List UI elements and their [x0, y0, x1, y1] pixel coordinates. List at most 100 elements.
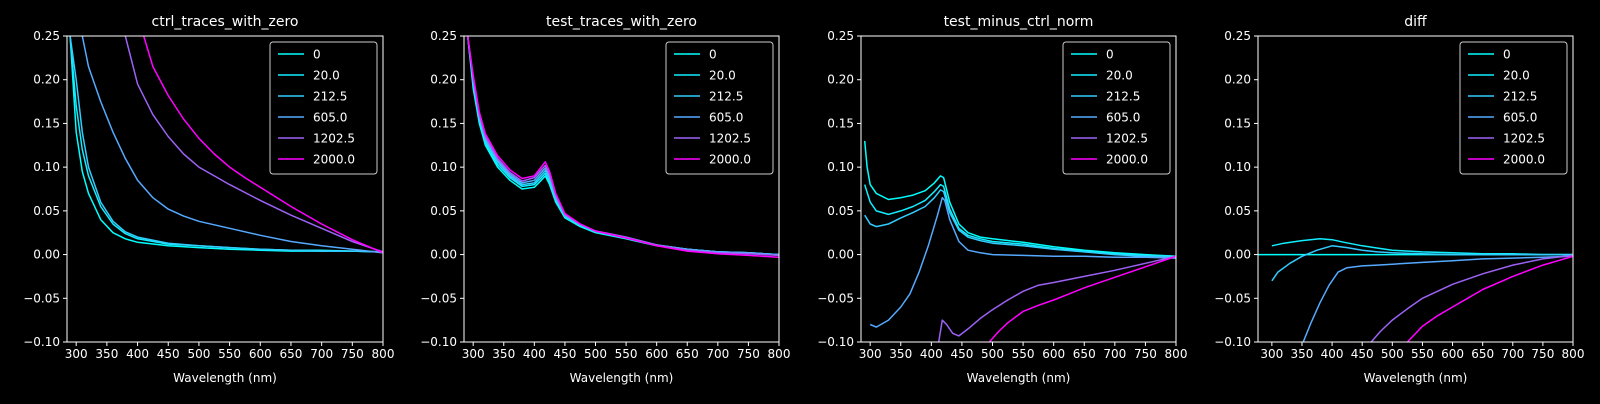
y-tick-label: 0.10 — [430, 160, 457, 174]
x-tick-label: 600 — [1042, 347, 1065, 361]
chart-title: test_minus_ctrl_norm — [944, 14, 1094, 30]
series-group — [69, 36, 383, 254]
legend-label: 0 — [1106, 48, 1114, 62]
x-tick-label: 750 — [1531, 347, 1554, 361]
legend-label: 20.0 — [1106, 69, 1133, 83]
x-tick-label: 350 — [1291, 347, 1314, 361]
legend-label: 20.0 — [709, 69, 736, 83]
x-tick-label: 800 — [1562, 347, 1585, 361]
chart-panel-3: 300 350 400 450 500 550 600 650 700 750 800 −0.10 −0… — [1214, 14, 1584, 385]
y-tick-label: 0.20 — [827, 73, 854, 87]
x-tick-label: 300 — [65, 347, 88, 361]
chart-title: ctrl_traces_with_zero — [152, 14, 299, 30]
y-tick-label: −0.05 — [23, 291, 60, 305]
y-tick-label: 0.05 — [430, 204, 457, 218]
legend-label: 0 — [709, 48, 717, 62]
x-tick-label: 550 — [218, 347, 241, 361]
series-line-0 — [863, 140, 1176, 258]
legend-label: 0 — [313, 48, 321, 62]
series-group — [863, 140, 1176, 342]
series-line-5 — [1406, 255, 1573, 342]
x-tick-label: 450 — [157, 347, 180, 361]
x-tick-label: 550 — [615, 347, 638, 361]
legend-label: 212.5 — [1503, 90, 1537, 104]
x-tick-label: 450 — [950, 347, 973, 361]
y-tick-label: 0.20 — [430, 73, 457, 87]
x-tick-label: 700 — [706, 347, 729, 361]
legend-label: 605.0 — [1503, 111, 1537, 125]
series-line-4 — [124, 36, 383, 253]
series-line-2 — [864, 189, 1176, 258]
chart-title: test_traces_with_zero — [546, 14, 697, 30]
legend-label: 212.5 — [1106, 90, 1140, 104]
chart-title: diff — [1404, 14, 1427, 30]
legend: 0 20.0 212.5 605.0 1202.5 2000.0 — [665, 41, 774, 175]
chart-panel-1: 300 350 400 450 500 550 600 650 700 750 800 −0.10 −0… — [420, 14, 790, 385]
y-tick-label: 0.25 — [1224, 29, 1251, 43]
legend: 0 20.0 212.5 605.0 1202.5 2000.0 — [1062, 41, 1171, 175]
x-tick-label: 400 — [920, 347, 943, 361]
x-tick-label: 500 — [1381, 347, 1404, 361]
legend-label: 1202.5 — [1503, 132, 1545, 146]
x-tick-label: 400 — [126, 347, 149, 361]
y-tick-label: 0.10 — [33, 160, 60, 174]
legend-label: 2000.0 — [313, 153, 355, 167]
axes-frame — [1257, 35, 1574, 343]
axes-frame — [463, 35, 780, 343]
y-tick-label: 0.15 — [1224, 116, 1251, 130]
x-tick-label: 450 — [1351, 347, 1374, 361]
series-line-1 — [1271, 238, 1573, 256]
series-line-2 — [69, 36, 383, 253]
legend-label: 605.0 — [1106, 111, 1140, 125]
x-tick-label: 300 — [1260, 347, 1283, 361]
series-line-5 — [988, 255, 1176, 342]
y-tick-label: 0.15 — [430, 116, 457, 130]
y-tick-label: 0.00 — [33, 248, 60, 262]
series-line-1 — [863, 183, 1176, 258]
legend-label: 20.0 — [313, 69, 340, 83]
y-tick-label: −0.10 — [817, 335, 854, 349]
axes-frame — [860, 35, 1177, 343]
y-tick-label: 0.15 — [33, 116, 60, 130]
series-line-3 — [81, 36, 383, 254]
x-tick-label: 600 — [249, 347, 272, 361]
x-tick-label: 450 — [553, 347, 576, 361]
legend-label: 605.0 — [709, 111, 743, 125]
x-tick-label: 700 — [310, 347, 333, 361]
series-line-3 — [1302, 255, 1573, 342]
chart-panel-0: 300 350 400 450 500 550 600 650 700 750 800 −0.10 −0… — [23, 14, 394, 385]
x-tick-label: 750 — [737, 347, 760, 361]
x-tick-label: 650 — [280, 347, 303, 361]
series-group — [466, 36, 779, 258]
x-axis-label: Wavelength (nm) — [1364, 371, 1468, 385]
x-axis-label: Wavelength (nm) — [967, 371, 1071, 385]
x-tick-label: 600 — [1441, 347, 1464, 361]
y-tick-label: 0.00 — [827, 248, 854, 262]
x-tick-label: 350 — [492, 347, 515, 361]
x-axis-label: Wavelength (nm) — [173, 371, 277, 385]
x-tick-label: 700 — [1501, 347, 1524, 361]
series-line-2 — [1271, 245, 1573, 282]
x-tick-label: 300 — [462, 347, 485, 361]
chart-panel-2: 300 350 400 450 500 550 600 650 700 750 800 −0.10 −0… — [817, 14, 1187, 385]
x-tick-label: 700 — [1103, 347, 1126, 361]
x-tick-label: 550 — [1411, 347, 1434, 361]
y-tick-label: 0.00 — [1224, 248, 1251, 262]
x-tick-label: 300 — [859, 347, 882, 361]
legend-label: 1202.5 — [313, 132, 355, 146]
x-tick-label: 650 — [1471, 347, 1494, 361]
legend-label: 212.5 — [709, 90, 743, 104]
legend-label: 1202.5 — [709, 132, 751, 146]
y-tick-label: 0.15 — [827, 116, 854, 130]
x-tick-label: 600 — [645, 347, 668, 361]
y-tick-label: 0.05 — [1224, 204, 1251, 218]
legend-label: 605.0 — [313, 111, 347, 125]
x-tick-label: 550 — [1012, 347, 1035, 361]
series-line-4 — [937, 255, 1176, 342]
x-tick-label: 500 — [584, 347, 607, 361]
x-axis-label: Wavelength (nm) — [570, 371, 674, 385]
series-line-4 — [1370, 254, 1573, 342]
legend-label: 2000.0 — [709, 153, 751, 167]
y-tick-label: −0.05 — [1214, 291, 1251, 305]
